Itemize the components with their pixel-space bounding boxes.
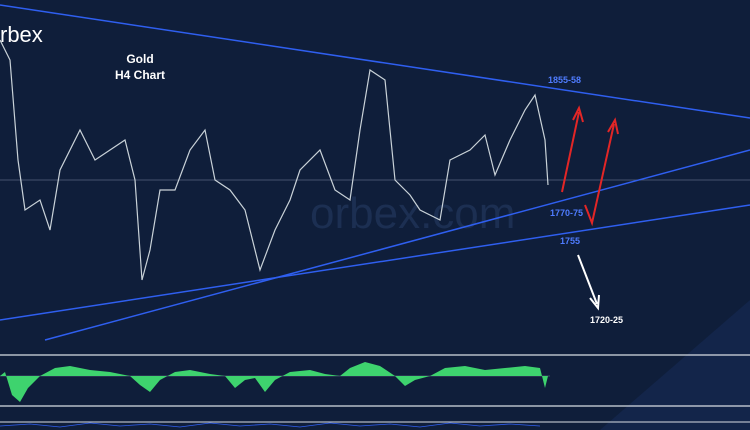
level-label: 1755 — [560, 236, 580, 246]
trend-line — [0, 4, 750, 119]
logo: rbex — [0, 22, 43, 47]
volume-trace — [0, 422, 541, 428]
price-series — [0, 39, 549, 281]
arrow — [561, 105, 584, 193]
level-label: 1770-75 — [550, 208, 583, 218]
subtitle: H4 Chart — [115, 68, 165, 82]
arrow — [584, 117, 619, 227]
scenario-arrows — [561, 105, 619, 227]
level-label: 1855-58 — [548, 75, 581, 85]
watermark: orbex.com — [310, 189, 515, 238]
title: Gold — [126, 52, 153, 66]
trend-line — [0, 204, 750, 321]
level-label: 1720-25 — [590, 315, 623, 325]
background-shape — [600, 300, 750, 430]
trend-line — [44, 149, 750, 341]
arrow — [577, 254, 600, 311]
